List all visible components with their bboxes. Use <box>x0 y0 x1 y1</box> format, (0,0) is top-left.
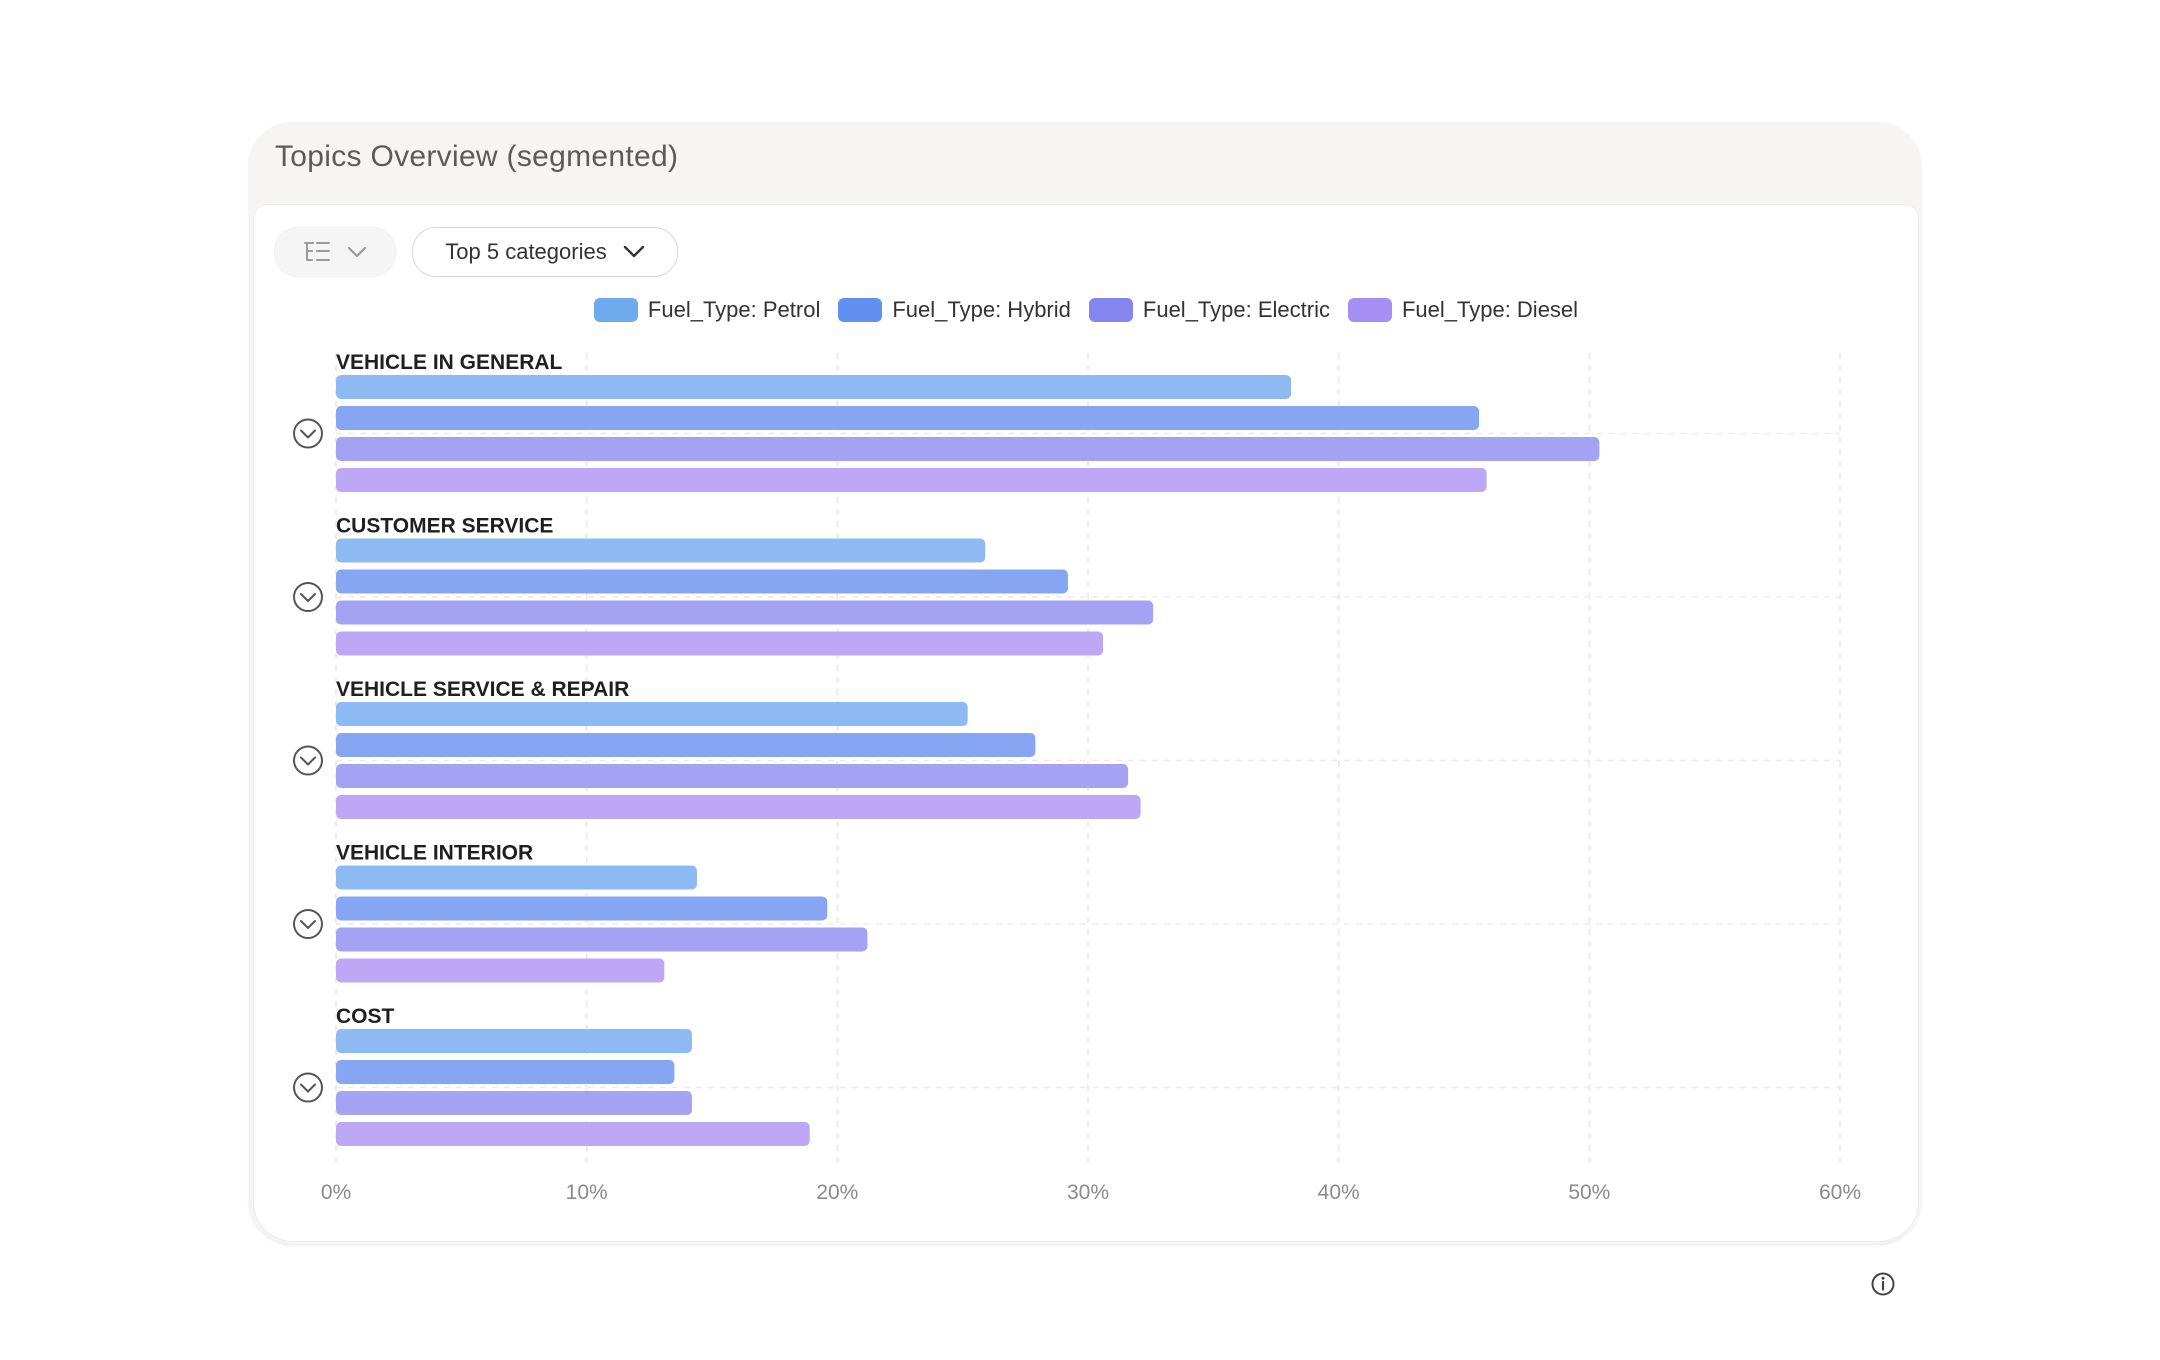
bar-vehicle-in-general-fuel-type-electric[interactable] <box>336 437 1600 461</box>
legend-swatch <box>593 298 638 322</box>
legend-label: Fuel_Type: Electric <box>1142 297 1330 322</box>
expand-chevron-icon[interactable] <box>293 745 323 776</box>
topics-overview-card: Topics Overview (segmented) Top 5 catego… <box>249 122 1921 1296</box>
bar-vehicle-interior-fuel-type-petrol[interactable] <box>336 865 697 890</box>
bar-customer-service-fuel-type-diesel[interactable] <box>336 631 1104 656</box>
bar-customer-service-fuel-type-hybrid[interactable] <box>336 569 1068 594</box>
category-label: VEHICLE INTERIOR <box>336 842 533 865</box>
legend-item-fuel-type-electric[interactable]: Fuel_Type: Electric <box>1088 297 1330 323</box>
legend-item-fuel-type-petrol[interactable]: Fuel_Type: Petrol <box>593 297 821 323</box>
info-icon[interactable] <box>1870 1271 1896 1297</box>
legend-item-fuel-type-diesel[interactable]: Fuel_Type: Diesel <box>1347 297 1579 323</box>
x-tick-label: 10% <box>566 1181 608 1204</box>
legend-label: Fuel_Type: Diesel <box>1401 297 1579 322</box>
legend-swatch <box>838 298 883 322</box>
top-categories-dropdown[interactable]: Top 5 categories <box>412 227 678 277</box>
bar-vehicle-service-repair-fuel-type-diesel[interactable] <box>336 795 1141 819</box>
bar-vehicle-service-repair-fuel-type-petrol[interactable] <box>336 702 968 726</box>
x-tick-label: 50% <box>1568 1181 1610 1204</box>
category-label: COST <box>336 1005 395 1028</box>
bar-cost-fuel-type-hybrid[interactable] <box>336 1060 675 1084</box>
expand-chevron-icon[interactable] <box>293 1072 323 1103</box>
bar-cost-fuel-type-diesel[interactable] <box>336 1122 810 1146</box>
expand-chevron-icon[interactable] <box>293 582 323 612</box>
x-tick-label: 60% <box>1819 1181 1861 1204</box>
card-title: Topics Overview (segmented) <box>275 140 679 173</box>
x-tick-label: 40% <box>1318 1181 1360 1204</box>
category-label: CUSTOMER SERVICE <box>336 515 553 538</box>
bar-cost-fuel-type-petrol[interactable] <box>336 1029 692 1053</box>
tree-list-icon <box>304 242 330 261</box>
legend-swatch <box>1347 298 1392 322</box>
legend-swatch <box>1088 298 1133 322</box>
chevron-down-icon <box>347 246 367 258</box>
bar-vehicle-interior-fuel-type-electric[interactable] <box>336 927 868 952</box>
bar-customer-service-fuel-type-petrol[interactable] <box>336 538 986 563</box>
bar-vehicle-interior-fuel-type-diesel[interactable] <box>336 958 665 983</box>
x-tick-label: 30% <box>1067 1181 1109 1204</box>
bar-vehicle-in-general-fuel-type-hybrid[interactable] <box>336 406 1480 430</box>
view-toggle-button[interactable] <box>274 227 396 277</box>
legend-label: Fuel_Type: Hybrid <box>892 297 1071 322</box>
category-label: VEHICLE SERVICE & REPAIR <box>336 678 629 701</box>
bar-customer-service-fuel-type-electric[interactable] <box>336 600 1154 625</box>
bar-vehicle-service-repair-fuel-type-hybrid[interactable] <box>336 733 1036 757</box>
bar-cost-fuel-type-electric[interactable] <box>336 1091 692 1115</box>
x-tick-label: 0% <box>321 1181 351 1204</box>
expand-chevron-icon[interactable] <box>293 909 323 939</box>
bar-vehicle-in-general-fuel-type-diesel[interactable] <box>336 468 1487 492</box>
category-label: VEHICLE IN GENERAL <box>336 351 563 374</box>
chevron-down-icon <box>623 245 644 258</box>
x-tick-label: 20% <box>816 1181 858 1204</box>
bar-vehicle-service-repair-fuel-type-electric[interactable] <box>336 764 1129 788</box>
bar-chart: 0% 10% 20% 30% 40% 50% 60% VEHICLE IN GENERAL CU… <box>293 351 1861 1204</box>
bar-vehicle-in-general-fuel-type-petrol[interactable] <box>336 375 1292 399</box>
expand-chevron-icon[interactable] <box>293 418 323 449</box>
legend-label: Fuel_Type: Petrol <box>647 297 821 322</box>
chart-panel: Top 5 categories Fuel_Type: Petrol Fuel_T… <box>253 204 1919 1296</box>
dropdown-label: Top 5 categories <box>445 239 607 264</box>
bar-vehicle-interior-fuel-type-hybrid[interactable] <box>336 896 828 921</box>
chart-legend: Fuel_Type: Petrol Fuel_Type: Hybrid Fuel_T… <box>254 297 1918 323</box>
legend-item-fuel-type-hybrid[interactable]: Fuel_Type: Hybrid <box>838 297 1071 323</box>
